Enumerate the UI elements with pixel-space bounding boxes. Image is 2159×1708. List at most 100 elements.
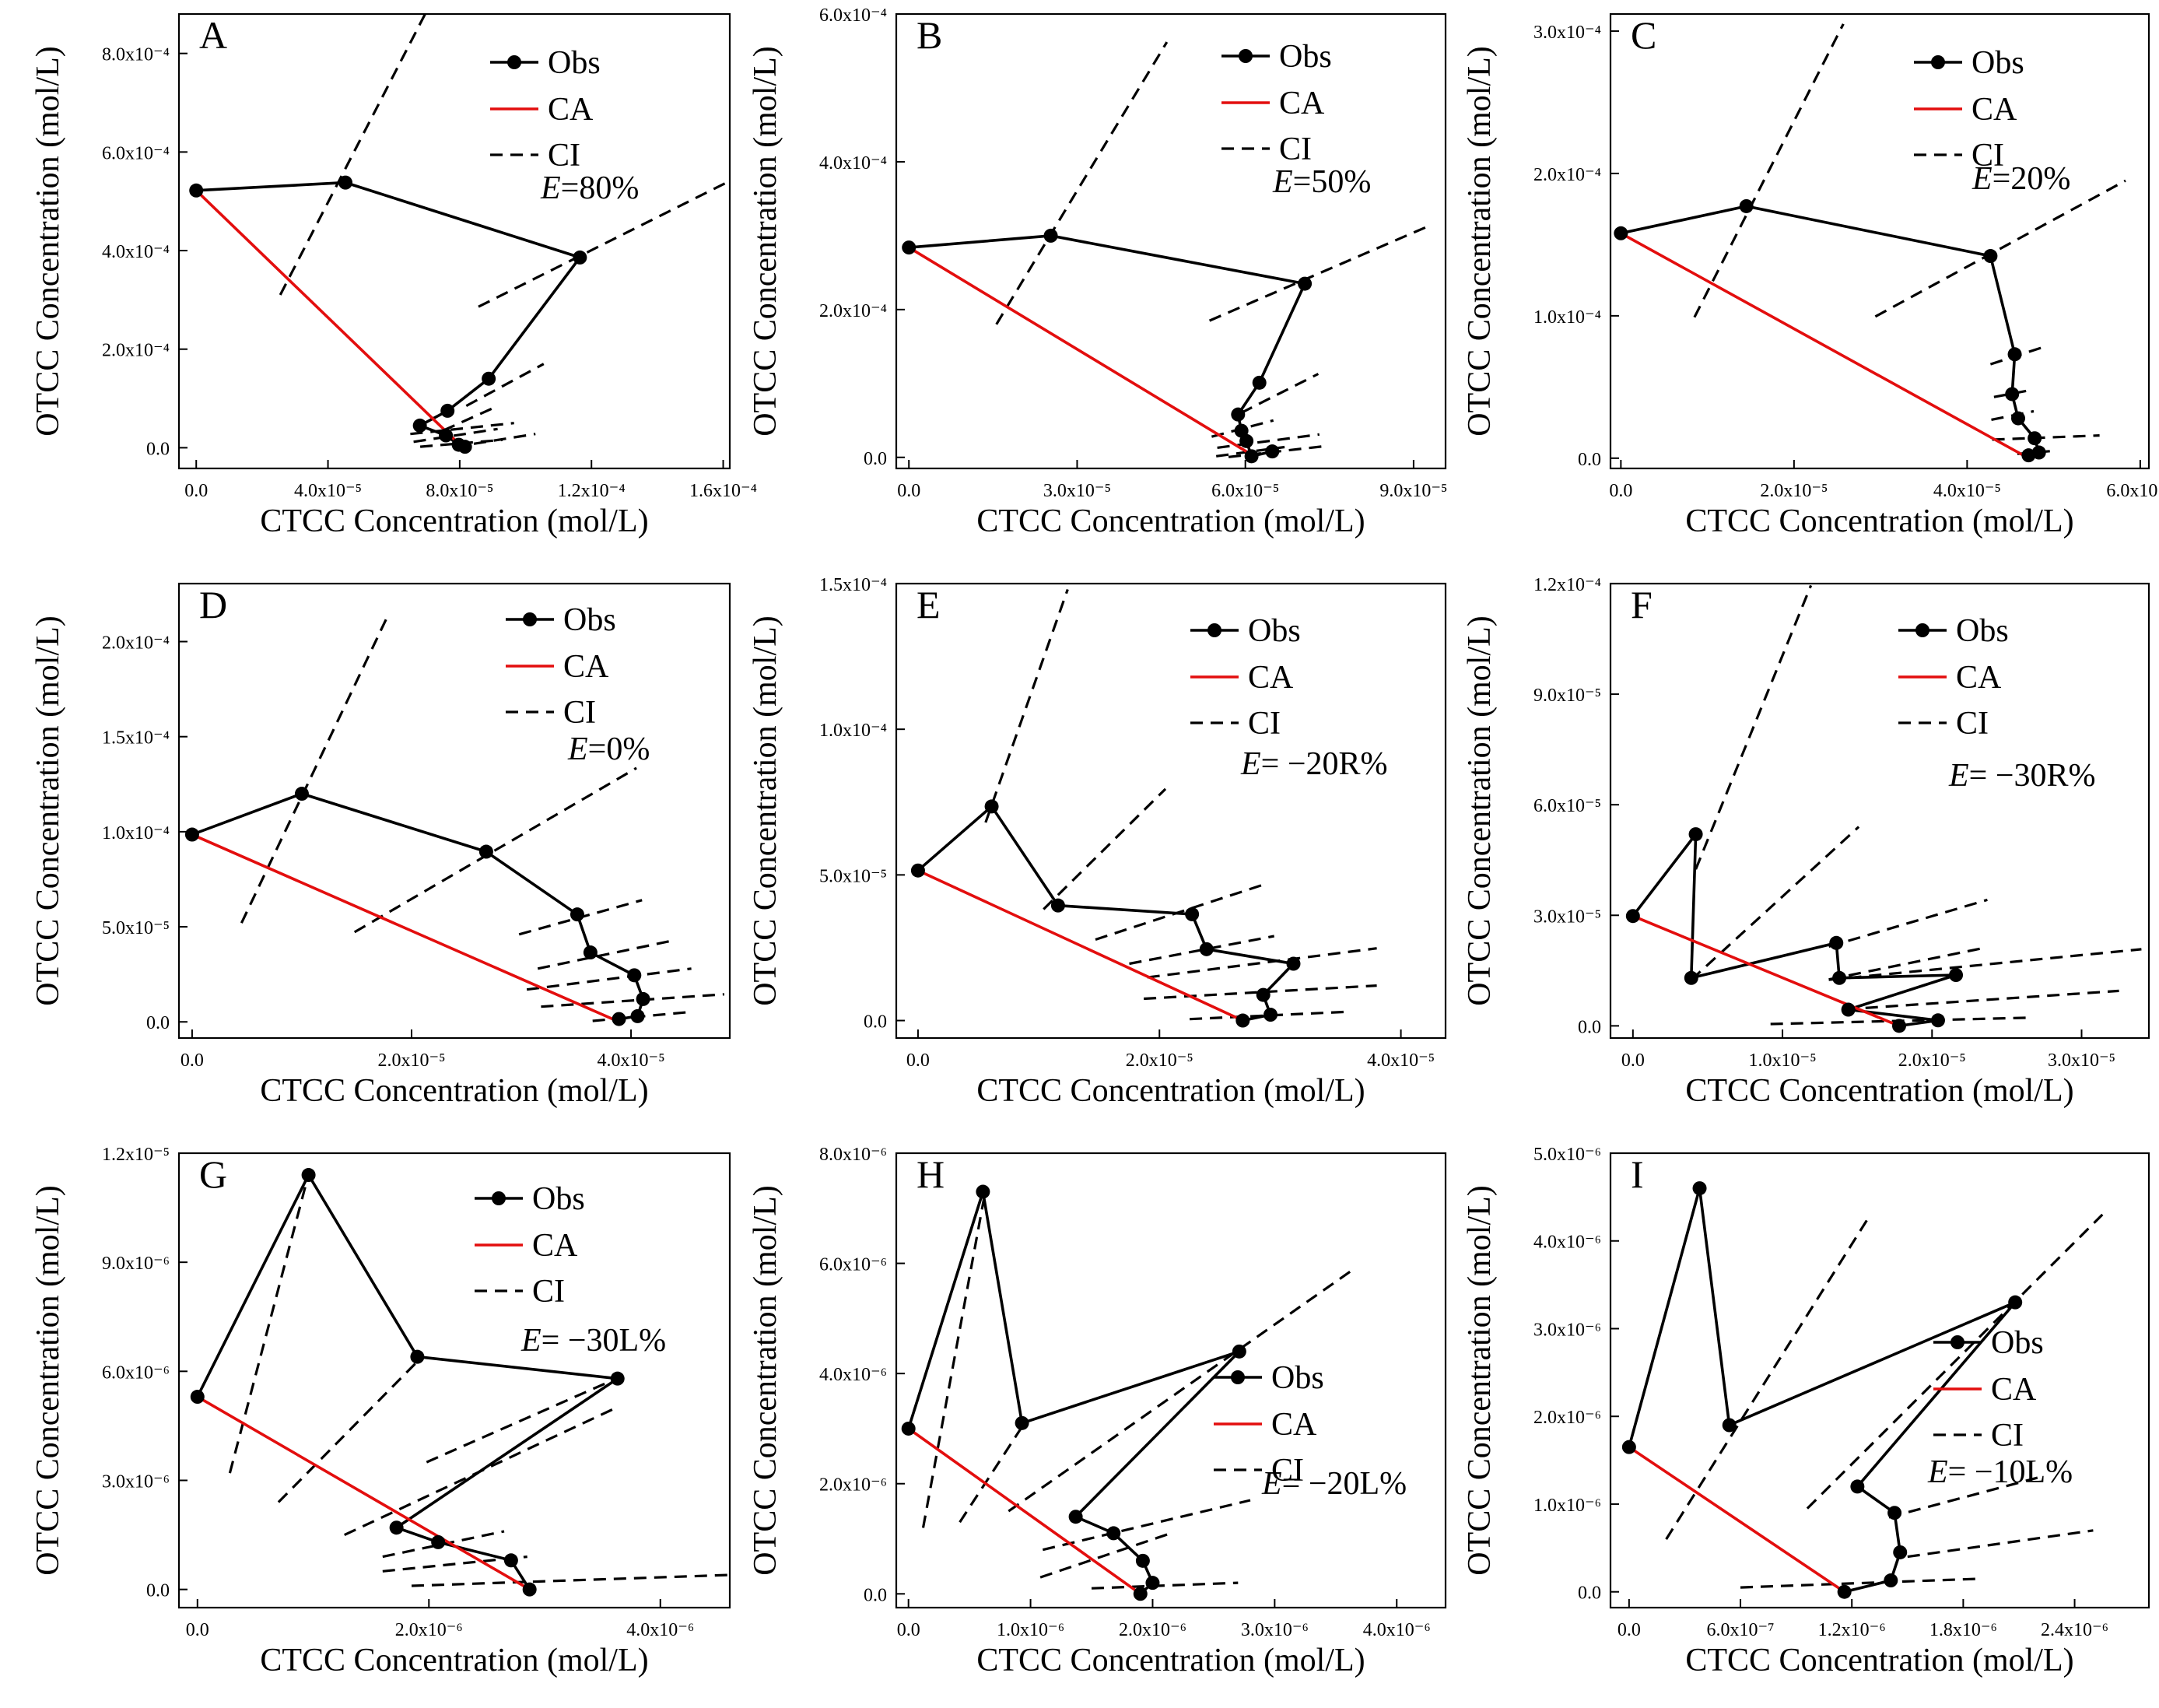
panel-i: 0.0 6.0x10⁻⁷ 1.2x10⁻⁶ 1.8x10⁻⁶ 2.4x10⁻⁶ 0.0 1.… [1462, 1145, 2150, 1678]
ca-line [191, 833, 620, 1023]
legend-obs-label: Obs [1991, 1325, 2044, 1361]
ca-line [917, 869, 1244, 1022]
panel-c: 0.0 2.0x10⁻⁵ 4.0x10⁻⁵ 6.0x10⁻⁵ 0.0 1.0x10⁻⁴ 2.… [1462, 12, 2159, 539]
y-tick-label: 0.0 [146, 1013, 170, 1033]
legend: Obs CA CI [1933, 1325, 2044, 1454]
ci-line [1190, 1010, 1347, 1021]
obs-point [503, 1553, 518, 1568]
obs-point [410, 1349, 425, 1364]
x-axis-title: CTCC Concentration (mol/L) [1685, 503, 2073, 539]
effect-annotation-value: = −30R% [1969, 758, 2096, 794]
obs-point [573, 250, 587, 265]
ci-line [1888, 1476, 2038, 1519]
obs-point [1983, 249, 1998, 264]
ci-line [426, 1377, 617, 1464]
obs-point [457, 440, 472, 454]
y-tick-label: 5.0x10⁻⁶ [1533, 1145, 1601, 1165]
effect-annotation-var: E [1272, 164, 1293, 200]
ci-line [228, 1178, 309, 1474]
y-tick-label: 3.0x10⁻⁵ [1533, 907, 1601, 927]
obs-point [1232, 1344, 1246, 1359]
legend: Obs CA CI [506, 602, 616, 731]
legend-obs-marker [1207, 623, 1221, 637]
x-tick-label: 0.0 [1609, 481, 1632, 501]
obs-point [1252, 375, 1267, 390]
y-axis-title: OTCC Concentration (mol/L) [30, 1185, 66, 1576]
obs-point [478, 844, 493, 859]
y-tick-label: 9.0x10⁻⁶ [102, 1254, 170, 1274]
plot-area [189, 14, 730, 454]
effect-annotation-value: = −20R% [1261, 746, 1388, 782]
obs-point [1625, 909, 1640, 924]
effect-annotation: E=20% [1971, 161, 2070, 197]
y-tick-label: 2.0x10⁻⁶ [819, 1475, 887, 1496]
x-tick-label: 1.2x10⁻⁴ [558, 481, 626, 501]
x-tick-label: 2.0x10⁻⁶ [1119, 1620, 1186, 1640]
x-tick-label: 4.0x10⁻⁶ [626, 1620, 694, 1640]
legend: Obs CA CI [475, 1181, 585, 1310]
y-tick-label: 1.5x10⁻⁴ [102, 728, 170, 749]
x-tick-label: 1.0x10⁻⁶ [997, 1620, 1064, 1640]
obs-point [1043, 228, 1058, 243]
legend-obs-label: Obs [1956, 613, 2009, 649]
obs-point [389, 1520, 404, 1535]
y-tick-label: 3.0x10⁻⁶ [102, 1471, 170, 1492]
x-tick-label: 2.0x10⁻⁵ [1898, 1050, 1966, 1071]
ci-line [1828, 947, 1982, 981]
y-axis-title: OTCC Concentration (mol/L) [1462, 616, 1498, 1006]
x-axis-title: CTCC Concentration (mol/L) [976, 503, 1365, 539]
ci-line [1039, 1531, 1172, 1579]
y-tick-label: 5.0x10⁻⁵ [819, 866, 887, 886]
ci-line [537, 938, 675, 970]
legend-obs-marker [1950, 1335, 1964, 1349]
obs-point [338, 175, 352, 190]
obs-point [610, 1371, 625, 1386]
obs-point [1891, 1019, 1906, 1033]
x-tick-label: 4.0x10⁻⁵ [598, 1050, 665, 1071]
axes-frame [895, 582, 1447, 1040]
ca-line [907, 1427, 1141, 1595]
effect-annotation: E= −20R% [1240, 746, 1388, 782]
obs-point [184, 827, 199, 842]
obs-point [1145, 1576, 1160, 1591]
obs-point [1264, 1008, 1278, 1022]
x-tick-label: 6.0x10⁻⁷ [1707, 1620, 1775, 1640]
obs-point [1692, 1181, 1707, 1196]
plot-area [184, 618, 725, 1026]
obs-point [1234, 423, 1249, 438]
effect-annotation-value: =50% [1293, 164, 1372, 200]
y-tick-label: 1.0x10⁻⁴ [102, 823, 170, 843]
effect-annotation-var: E [567, 731, 588, 767]
y-tick-label: 0.0 [1578, 1017, 1601, 1037]
obs-point [440, 403, 455, 418]
effect-annotation: E= −30L% [520, 1323, 666, 1359]
legend: Obs CA CI [1190, 613, 1301, 742]
ca-line [908, 246, 1257, 459]
legend-obs-marker [1231, 1370, 1245, 1384]
plot-area [1614, 23, 2126, 463]
ci-line [1042, 1499, 1251, 1552]
ci-line [443, 407, 493, 432]
y-tick-label: 8.0x10⁻⁶ [819, 1145, 887, 1165]
obs-point [1199, 942, 1214, 956]
obs-point [1688, 827, 1703, 842]
ci-line [382, 1555, 527, 1573]
obs-point [2007, 347, 2022, 362]
axes-frame [1609, 12, 2150, 470]
legend-ci-label: CI [1956, 706, 1989, 742]
obs-point [1015, 1415, 1029, 1430]
obs-line [906, 1190, 1241, 1595]
x-tick-label: 2.0x10⁻⁶ [395, 1620, 463, 1640]
panel-letter: B [917, 13, 942, 57]
y-tick-label: 0.0 [864, 1585, 887, 1605]
ci-line [478, 179, 730, 308]
legend-ca-label: CA [532, 1228, 578, 1264]
x-tick-label: 1.2x10⁻⁶ [1818, 1620, 1886, 1640]
legend-ca-label: CA [1271, 1407, 1317, 1443]
obs-line [917, 805, 1295, 1022]
effect-annotation: E= −30R% [1948, 758, 2096, 794]
x-tick-label: 4.0x10⁻⁵ [1933, 481, 2001, 501]
x-tick-label: 3.0x10⁻⁵ [2048, 1050, 2115, 1071]
y-tick-label: 4.0x10⁻⁴ [102, 242, 170, 262]
